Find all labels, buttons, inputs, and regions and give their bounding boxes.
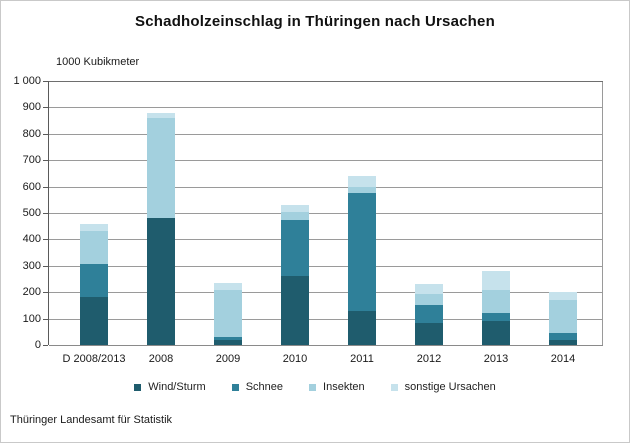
gridline-0 — [49, 345, 603, 346]
bar-segment-2010-wind-sturm — [281, 276, 309, 345]
y-tick-700 — [43, 160, 48, 162]
x-axis-label-2008: 2008 — [148, 353, 174, 365]
bar-segment-2008-sonstige-ursachen — [147, 112, 175, 118]
bar-segment-2009-wind-sturm — [214, 339, 242, 345]
y-axis-label: 1 000 — [13, 75, 41, 87]
bar-segment-2012-wind-sturm — [415, 322, 443, 345]
bar-segment-2011-sonstige-ursachen — [348, 176, 376, 187]
bar-segment-2011-insekten — [348, 186, 376, 194]
bar-segment-d-2008-2013-schnee — [80, 264, 108, 298]
bar-d-2008-2013 — [80, 81, 108, 345]
legend-item-schnee: Schnee — [231, 381, 284, 393]
y-tick-0 — [43, 345, 48, 346]
y-axis-line — [48, 81, 49, 345]
gridline-100 — [49, 318, 603, 320]
bar-segment-2012-sonstige-ursachen — [415, 284, 443, 294]
y-axis-label: 800 — [22, 127, 41, 140]
gridline-900 — [49, 107, 603, 109]
y-tick-600 — [43, 186, 48, 188]
legend-label-wind-sturm: Wind/Sturm — [148, 381, 206, 393]
y-axis-unit-label: 1000 Kubikmeter — [56, 56, 140, 68]
bar-segment-2013-wind-sturm — [482, 321, 510, 345]
y-tick-300 — [43, 265, 48, 267]
y-tick-400 — [43, 239, 48, 241]
bar-segment-d-2008-2013-insekten — [80, 231, 108, 265]
bar-segment-2009-insekten — [214, 289, 242, 338]
legend-label-insekten: Insekten — [323, 381, 365, 393]
legend-label-sonstige-ursachen: sonstige Ursachen — [404, 381, 496, 393]
bar-segment-2014-insekten — [549, 300, 577, 334]
bar-segment-2010-schnee — [281, 219, 309, 277]
bar-2008 — [147, 81, 175, 345]
plot-area — [43, 81, 603, 346]
bar-segment-2008-insekten — [147, 117, 175, 219]
bar-segment-2014-schnee — [549, 333, 577, 340]
legend-label-schnee: Schnee — [245, 381, 284, 393]
x-axis-label-2013: 2013 — [483, 353, 509, 365]
bar-segment-d-2008-2013-sonstige-ursachen — [80, 223, 108, 232]
gridline-500 — [49, 213, 603, 214]
legend-item-wind-sturm: Wind/Sturm — [134, 381, 206, 393]
gridline-800 — [49, 133, 603, 135]
legend-swatch-schnee — [231, 383, 239, 391]
bar-2014 — [549, 81, 577, 345]
y-axis-label: 500 — [22, 207, 41, 219]
y-axis-label: 400 — [22, 233, 41, 246]
bar-2009 — [214, 81, 242, 345]
y-axis-label: 600 — [22, 180, 41, 193]
x-axis-label-2012: 2012 — [416, 353, 442, 365]
gridline-300 — [49, 265, 603, 267]
y-axis-label: 700 — [22, 154, 41, 167]
bar-segment-2010-insekten — [281, 211, 309, 220]
bar-segment-2012-insekten — [415, 293, 443, 306]
gridline-700 — [49, 160, 603, 162]
legend-swatch-wind-sturm — [134, 383, 142, 391]
bar-2013 — [482, 81, 510, 345]
source-attribution: Thüringer Landesamt für Statistik — [10, 414, 173, 426]
x-axis-label-2011: 2011 — [350, 353, 374, 365]
y-axis-label: 300 — [22, 259, 41, 272]
y-tick-200 — [43, 292, 48, 294]
bar-segment-2008-wind-sturm — [147, 218, 175, 345]
bar-segment-2013-sonstige-ursachen — [482, 271, 510, 290]
x-axis-label-2009: 2009 — [215, 353, 241, 365]
y-axis-label: 200 — [22, 286, 41, 299]
bar-segment-2012-schnee — [415, 305, 443, 323]
gridline-200 — [49, 292, 603, 294]
bar-segment-2014-sonstige-ursachen — [549, 292, 577, 301]
legend: Wind/Sturm Schnee Insekten sonstige Ursache… — [1, 381, 629, 393]
y-tick-900 — [43, 107, 48, 109]
bar-segment-2011-wind-sturm — [348, 310, 376, 345]
y-tick-800 — [43, 133, 48, 135]
bar-segment-2013-insekten — [482, 289, 510, 314]
bar-2011 — [348, 81, 376, 345]
legend-swatch-sonstige-ursachen — [390, 383, 398, 391]
y-tick-100 — [43, 318, 48, 320]
y-axis-label: 0 — [34, 339, 41, 351]
x-axis-label-2010: 2010 — [282, 353, 308, 365]
x-axis-label-2014: 2014 — [550, 353, 576, 365]
x-axis-label-d-2008-2013: D 2008/2013 — [62, 353, 126, 365]
legend-swatch-insekten — [309, 383, 317, 391]
bar-segment-2014-wind-sturm — [549, 339, 577, 345]
gridline-1-000 — [49, 81, 603, 82]
y-tick-1-000 — [43, 81, 48, 82]
gridline-600 — [49, 186, 603, 188]
bar-segment-2009-schnee — [214, 337, 242, 340]
gridline-400 — [49, 239, 603, 241]
bar-segment-2010-sonstige-ursachen — [281, 205, 309, 212]
bar-segment-d-2008-2013-wind-sturm — [80, 297, 108, 345]
bar-2012 — [415, 81, 443, 345]
legend-item-sonstige-ursachen: sonstige Ursachen — [390, 381, 496, 393]
legend-item-insekten: Insekten — [309, 381, 365, 393]
bar-2010 — [281, 81, 309, 345]
bar-segment-2013-schnee — [482, 313, 510, 322]
y-axis-label: 100 — [22, 312, 41, 325]
chart-title: Schadholzeinschlag in Thüringen nach Urs… — [135, 13, 495, 30]
bar-segment-2009-sonstige-ursachen — [214, 282, 242, 290]
y-axis-label: 900 — [22, 101, 41, 114]
y-tick-500 — [43, 213, 48, 214]
bar-segment-2011-schnee — [348, 193, 376, 311]
